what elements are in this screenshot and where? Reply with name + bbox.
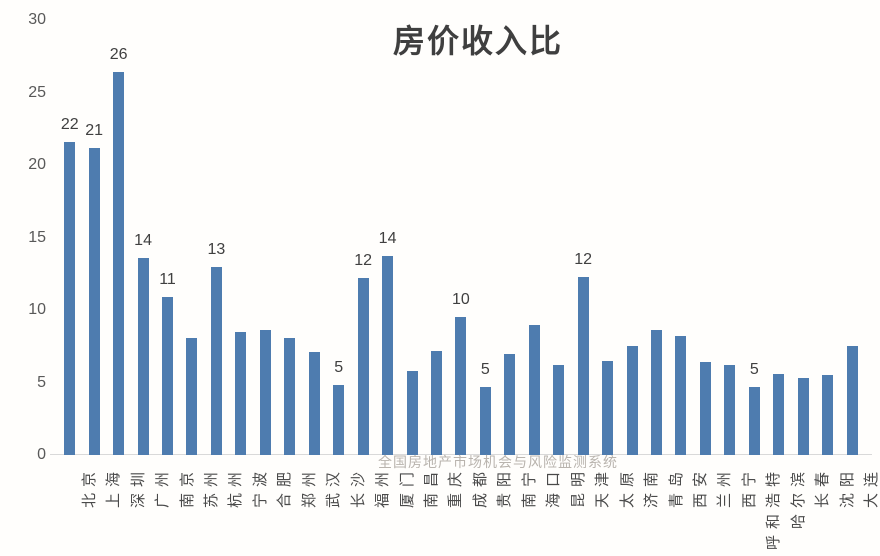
bar: [528, 324, 540, 455]
bar: [699, 362, 711, 455]
x-axis-category-label: 重庆: [447, 466, 465, 509]
bar-data-label: 13: [207, 240, 226, 258]
bar-data-label: 14: [134, 231, 152, 249]
x-axis-category-label: 合肥: [276, 466, 294, 509]
bar-data-label: 14: [378, 230, 397, 248]
y-axis-tick-label: 0: [37, 446, 46, 463]
x-axis-category-label: 北京: [80, 466, 98, 509]
bar: [577, 276, 589, 455]
x-axis-category-label: 西安: [691, 466, 709, 509]
y-axis-tick-label: 5: [37, 373, 46, 391]
bar-data-label: 5: [480, 360, 490, 378]
bar-data-label: 21: [85, 121, 104, 139]
bar: [846, 346, 858, 455]
bar: [406, 370, 418, 455]
bar: [651, 330, 663, 455]
x-axis-category-label: 成都: [471, 466, 489, 509]
x-axis-category-label: 天津: [594, 466, 612, 509]
x-axis-category-label: 兰州: [716, 466, 734, 509]
bar: [284, 337, 296, 455]
x-axis-category-label: 上海: [105, 466, 123, 509]
x-axis-category-label: 呼和浩特: [765, 466, 783, 551]
x-axis-category-label: 南京: [178, 466, 196, 509]
bar: [210, 266, 222, 455]
bar: [64, 141, 76, 455]
bar: [553, 365, 565, 455]
x-axis-category-label: 青岛: [667, 466, 685, 509]
bar-data-label: 5: [749, 360, 759, 378]
bar: [382, 256, 394, 455]
bar: [602, 360, 614, 455]
x-axis-category-label: 郑州: [300, 466, 318, 509]
chart-title: 房价收入比: [392, 23, 564, 59]
y-axis-tick-label: 10: [28, 301, 46, 318]
bar: [626, 346, 638, 455]
x-axis-category-label: 昆明: [569, 466, 587, 509]
bar: [455, 317, 467, 455]
x-axis-category-label: 武汉: [325, 466, 343, 509]
bar: [748, 386, 760, 455]
x-axis-category-label: 广州: [154, 466, 172, 509]
x-axis-category-label: 厦门: [398, 466, 416, 509]
x-axis-category-label: 贵阳: [496, 466, 514, 509]
x-axis-category-label: 南昌: [423, 466, 441, 509]
bar: [773, 373, 785, 455]
y-axis-tick-label: 15: [28, 228, 46, 246]
x-axis-category-label: 太原: [618, 466, 636, 509]
x-axis-category-label: 西宁: [740, 466, 758, 509]
bar: [430, 350, 442, 455]
x-axis-category-label: 福州: [374, 466, 392, 509]
bar: [675, 336, 687, 455]
bar: [797, 378, 809, 455]
bar-data-label: 10: [452, 291, 470, 309]
x-axis-category-label: 杭州: [227, 466, 245, 509]
watermark-text: 全国房地产市场机会与风险监测系统: [378, 454, 618, 470]
bar: [235, 331, 247, 455]
y-axis-tick-label: 25: [28, 83, 46, 101]
bar: [259, 330, 271, 455]
bar-data-label: 11: [159, 270, 176, 288]
x-axis-category-label: 海口: [545, 466, 563, 509]
bar: [333, 385, 345, 455]
bar-data-label: 26: [109, 46, 128, 64]
bar-data-label: 12: [354, 252, 373, 270]
bar: [186, 337, 198, 455]
y-axis-tick-label: 30: [28, 11, 46, 28]
bar: [822, 375, 834, 455]
bar: [137, 257, 149, 455]
bar: [479, 386, 491, 455]
x-axis-category-label: 宁波: [251, 466, 269, 509]
x-axis-category-label: 哈尔滨: [789, 466, 807, 530]
bar: [724, 365, 736, 455]
bar: [504, 353, 516, 455]
x-axis-category-label: 南宁: [520, 466, 538, 509]
x-axis-category-label: 深圳: [129, 466, 147, 509]
bar: [357, 278, 369, 455]
bar: [88, 147, 100, 455]
x-axis-category-label: 苏州: [202, 466, 220, 509]
bar: [113, 72, 125, 455]
bar-data-label: 22: [60, 115, 79, 133]
x-axis-category-label: 长沙: [349, 466, 367, 509]
x-axis-category-label: 大连: [863, 466, 880, 509]
x-axis-category-label: 长春: [814, 466, 832, 509]
y-axis-tick-label: 20: [28, 156, 46, 173]
bar: [162, 296, 174, 455]
x-axis-category-label: 沈阳: [838, 466, 856, 509]
x-axis-category-label: 济南: [643, 466, 661, 509]
bar: [308, 352, 320, 455]
bar-data-label: 12: [574, 250, 593, 268]
bar-data-label: 5: [334, 359, 344, 377]
